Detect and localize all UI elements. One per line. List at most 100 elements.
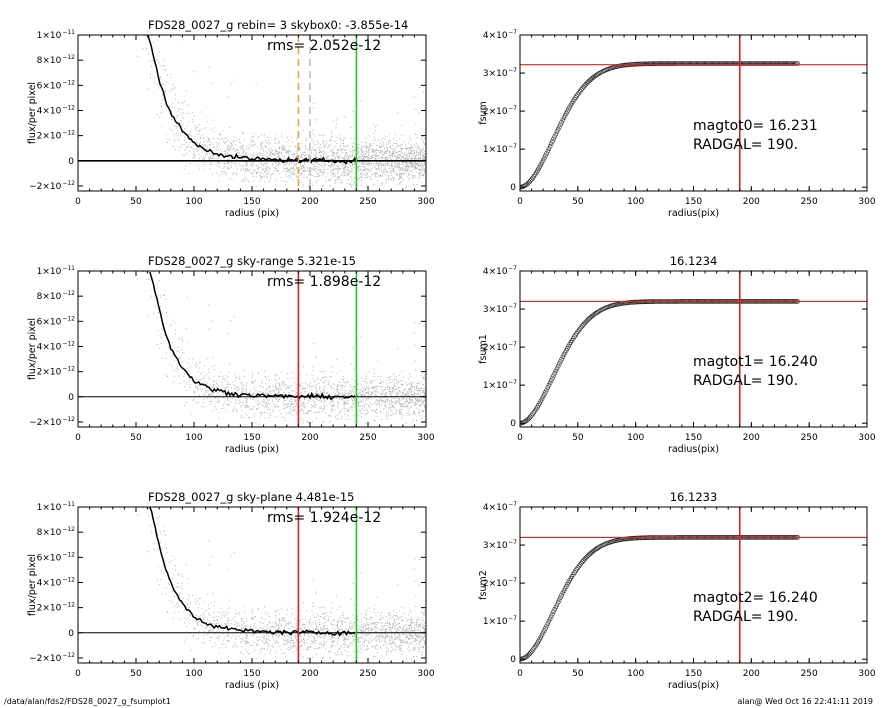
plot-frame: [519, 34, 868, 192]
y-tick-label: 2×10: [483, 343, 508, 353]
y-axis-label: flux/per pixel: [27, 82, 38, 144]
y-tick-label: 2×10: [483, 107, 508, 117]
x-tick-label: 0: [517, 433, 523, 443]
x-tick-label: 100: [185, 669, 202, 679]
x-axis-label: radius (pix): [225, 680, 279, 691]
y-tick-label: 0: [68, 629, 74, 639]
y-tick-label: 0: [68, 393, 74, 403]
y-tick-exponent: −12: [62, 366, 75, 373]
x-tick-label: 250: [359, 197, 376, 207]
y-tick-exponent: −12: [62, 576, 75, 583]
scatter-points: [137, 507, 426, 660]
x-tick-label: 150: [243, 433, 260, 443]
y-tick-label: 1×10: [37, 503, 62, 513]
annotation-2: RADGAL= 190.: [693, 137, 798, 153]
annotation-2: RADGAL= 190.: [693, 609, 798, 625]
annotation-1: magtot0= 16.231: [693, 118, 818, 134]
x-tick-label: 50: [130, 669, 142, 679]
profile-line: [149, 507, 356, 637]
x-tick-label: 300: [858, 669, 875, 679]
y-tick-exponent: −7: [508, 29, 517, 36]
y-tick-label: 0: [510, 419, 516, 429]
footer-file-path: /data/alan/fds2/FDS28_0027_g_fsumplot1: [4, 697, 171, 706]
y-tick-label: 2×10: [483, 579, 508, 589]
chart-panel-6: magtot2= 16.240 RADGAL= 190. 0 50 100 150 200 2…: [478, 490, 876, 691]
y-tick-exponent: −12: [62, 104, 75, 111]
x-tick-label: 50: [572, 669, 584, 679]
chart-panel-5: 0 50 100 150 200 250 300−111×10−128×10−126×10−…: [27, 490, 435, 691]
scatter-points: [137, 35, 426, 189]
y-tick-exponent: −11: [62, 29, 75, 36]
y-tick-label: 6×10: [37, 81, 62, 91]
y-tick-exponent: −7: [508, 105, 517, 112]
plot-area: [78, 271, 426, 427]
y-tick-label: −2×10: [29, 654, 62, 664]
x-tick-label: 250: [801, 197, 818, 207]
y-tick-exponent: −11: [62, 501, 75, 508]
plot-frame: [77, 506, 427, 664]
y-tick-exponent: −12: [62, 526, 75, 533]
plot-frame: [519, 270, 868, 428]
x-tick-label: 200: [743, 433, 760, 443]
y-tick-exponent: −7: [508, 577, 517, 584]
x-tick-label: 50: [572, 433, 584, 443]
x-tick-label: 250: [801, 433, 818, 443]
y-tick-exponent: −7: [508, 265, 517, 272]
y-tick-label: 3×10: [483, 305, 508, 315]
y-tick-exponent: −12: [62, 79, 75, 86]
plot-area: [78, 507, 426, 663]
y-tick-label: 1×10: [483, 617, 508, 627]
x-tick-label: 200: [301, 669, 318, 679]
y-tick-label: 0: [510, 655, 516, 665]
x-tick-label: 250: [359, 433, 376, 443]
x-tick-label: 50: [130, 197, 142, 207]
y-tick-exponent: −7: [508, 303, 517, 310]
x-tick-label: 150: [685, 669, 702, 679]
x-tick-label: 250: [359, 669, 376, 679]
y-tick-exponent: −11: [62, 265, 75, 272]
y-tick-exponent: −12: [62, 340, 75, 347]
x-tick-label: 300: [417, 433, 434, 443]
x-tick-label: 0: [75, 433, 81, 443]
y-axis-label: flux/per pixel: [27, 318, 38, 380]
chart-title: 16.1233: [670, 490, 718, 504]
y-tick-label: −2×10: [29, 182, 62, 192]
x-tick-label: 200: [301, 433, 318, 443]
y-tick-label: 4×10: [37, 106, 62, 116]
y-tick-exponent: −12: [62, 290, 75, 297]
x-axis-label: radius(pix): [668, 208, 719, 219]
chart-panel-3: 0 50 100 150 200 250 300−111×10−128×10−126×10−…: [27, 254, 435, 455]
y-tick-exponent: −7: [508, 341, 517, 348]
y-tick-label: 2×10: [37, 368, 62, 378]
y-tick-label: 1×10: [37, 31, 62, 41]
y-tick-exponent: −12: [62, 602, 75, 609]
y-tick-label: 8×10: [37, 528, 62, 538]
chart-title: FDS28_0027_g sky-plane 4.481e-15: [148, 490, 354, 504]
x-tick-label: 200: [743, 669, 760, 679]
y-tick-label: 1×10: [483, 145, 508, 155]
y-tick-exponent: −7: [508, 67, 517, 74]
x-tick-label: 0: [517, 669, 523, 679]
x-tick-label: 200: [743, 197, 760, 207]
y-tick-label: 2×10: [37, 132, 62, 142]
chart-panel-1: 0 50 100 150 200 250 300−111×10−128×10−126×10−…: [27, 18, 435, 219]
y-tick-exponent: −12: [62, 180, 75, 187]
x-axis-label: radius (pix): [225, 208, 279, 219]
x-tick-label: 300: [417, 669, 434, 679]
x-axis-label: radius(pix): [668, 680, 719, 691]
y-tick-label: 2×10: [37, 604, 62, 614]
y-tick-label: 1×10: [37, 267, 62, 277]
x-tick-label: 100: [185, 433, 202, 443]
y-axis-label: flux/per pixel: [27, 554, 38, 616]
plot-area: [78, 35, 426, 191]
chart-panel-2: magtot0= 16.231 RADGAL= 190. 0 50 100 150 200 2…: [478, 29, 876, 219]
y-tick-label: 6×10: [37, 317, 62, 327]
y-tick-exponent: −12: [62, 416, 75, 423]
y-tick-exponent: −7: [508, 379, 517, 386]
y-tick-exponent: −12: [62, 130, 75, 137]
y-axis-label: fsum2: [478, 570, 489, 600]
fsum-points: [520, 61, 800, 190]
y-tick-label: 4×10: [483, 503, 508, 513]
y-tick-label: 8×10: [37, 56, 62, 66]
profile-line: [149, 271, 356, 401]
